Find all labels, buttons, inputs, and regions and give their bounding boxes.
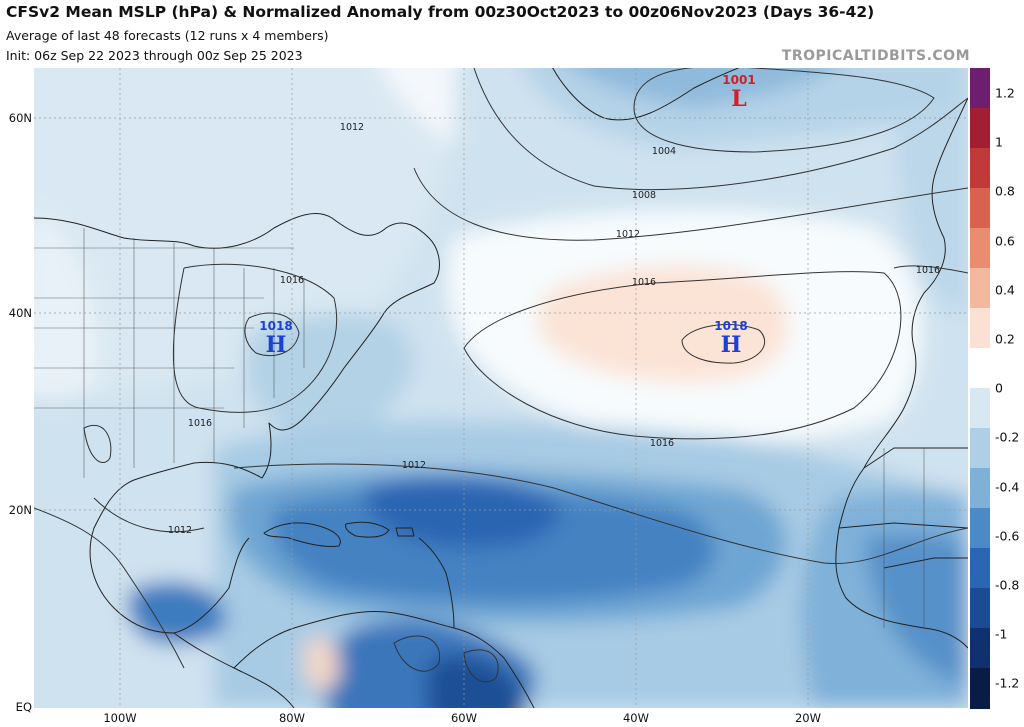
state-borders xyxy=(34,228,925,628)
contour-label: 1012 xyxy=(340,122,364,133)
contour-label: 1012 xyxy=(168,525,192,536)
isobars xyxy=(34,68,968,683)
colorbar-segment xyxy=(970,628,990,669)
contour-label: 1016 xyxy=(916,265,940,276)
high-center-marker-atlantic: H xyxy=(721,332,742,358)
contour-label: 1012 xyxy=(402,460,426,471)
colorbar-segment xyxy=(970,308,990,349)
colorbar-label: -0.6 xyxy=(995,528,1020,544)
isobar-mexico xyxy=(93,497,205,533)
map-canvas: 1004 1008 1012 1012 1016 1016 1012 1016 … xyxy=(34,68,968,708)
contour-label-group: 1004 1008 1012 1012 1016 1016 1012 1016 … xyxy=(168,122,940,536)
colorbar-label: 1 xyxy=(995,134,1003,150)
coastlines xyxy=(34,68,968,708)
colorbar-label: 0 xyxy=(995,380,1003,396)
anomaly-field xyxy=(34,68,968,708)
lat-label-eq: EQ xyxy=(15,700,32,714)
low-center-marker: L xyxy=(731,86,746,112)
colorbar-segment xyxy=(970,188,990,229)
lat-label-40n: 40N xyxy=(8,306,32,320)
colorbar-segment xyxy=(970,668,990,709)
colorbar-label: -0.4 xyxy=(995,479,1020,495)
colorbar-segment xyxy=(970,548,990,589)
colorbar-label: -0.2 xyxy=(995,429,1020,445)
colorbar-segment xyxy=(970,68,990,109)
colorbar-segment xyxy=(970,468,990,509)
isobar-1016-us xyxy=(172,263,338,413)
brand-watermark: TROPICALTIDBITS.COM xyxy=(781,48,970,64)
isobar-1018-atl xyxy=(681,324,766,364)
contour-label: 1016 xyxy=(188,418,212,429)
map-panel: 1004 1008 1012 1012 1016 1016 1012 1016 … xyxy=(34,68,968,708)
lon-label-60w: 60W xyxy=(450,711,478,725)
colorbar-label: 0.8 xyxy=(995,183,1015,199)
contour-label: 1012 xyxy=(616,229,640,240)
colorbar-label: -1 xyxy=(995,626,1008,642)
colorbar-label: -1.2 xyxy=(995,675,1020,691)
isobar-sa-1 xyxy=(393,635,441,672)
isobar-pacific xyxy=(34,507,185,669)
colorbar-label: 0.4 xyxy=(995,282,1015,298)
chart-title: CFSv2 Mean MSLP (hPa) & Normalized Anoma… xyxy=(6,3,875,21)
colorbar-segment xyxy=(970,428,990,469)
colorbar-label: 0.2 xyxy=(995,331,1015,347)
isobar-sa-2 xyxy=(463,649,499,683)
colorbar-label: 0.6 xyxy=(995,233,1015,249)
contour-label: 1016 xyxy=(650,438,674,449)
colorbar-segment xyxy=(970,348,990,389)
high-center-marker-us: H xyxy=(266,332,287,358)
high-center-value-atlantic: 1018 xyxy=(714,319,747,333)
isobar-1004 xyxy=(633,68,935,153)
lon-label-100w: 100W xyxy=(103,711,137,725)
pressure-centers: 1001 L 1018 H 1018 H xyxy=(259,73,755,358)
colorbar-segment xyxy=(970,588,990,629)
lon-label-20w: 20W xyxy=(794,711,822,725)
low-center-value: 1001 xyxy=(722,73,755,87)
lon-label-80w: 80W xyxy=(278,711,306,725)
chart-subtitle-average: Average of last 48 forecasts (12 runs x … xyxy=(6,28,329,43)
isobar-1012-north xyxy=(413,167,968,241)
isobar-gulf xyxy=(83,424,112,463)
colorbar-segment xyxy=(970,508,990,549)
colorbar-segment xyxy=(970,148,990,189)
colorbar xyxy=(970,68,990,709)
contour-label: 1016 xyxy=(632,277,656,288)
isobar-1016-europe xyxy=(893,265,968,274)
colorbar-segment xyxy=(970,108,990,149)
colorbar-segment xyxy=(970,268,990,309)
contour-label: 1008 xyxy=(632,190,656,201)
contour-label: 1004 xyxy=(652,146,676,157)
isobar-1012-south xyxy=(233,463,968,565)
lat-label-60n: 60N xyxy=(8,111,32,125)
colorbar-label: 1.2 xyxy=(995,85,1015,101)
chart-subtitle-init: Init: 06z Sep 22 2023 through 00z Sep 25… xyxy=(6,48,303,63)
colorbar-label: -0.8 xyxy=(995,577,1020,593)
high-center-value-us: 1018 xyxy=(259,319,292,333)
colorbar-segment xyxy=(970,228,990,269)
isobar-1008 xyxy=(473,68,968,191)
contour-label: 1016 xyxy=(280,275,304,286)
lat-label-20n: 20N xyxy=(8,503,32,517)
graticule xyxy=(34,68,968,708)
isobar-1016-outer xyxy=(463,271,902,440)
colorbar-segment xyxy=(970,388,990,429)
lon-label-40w: 40W xyxy=(622,711,650,725)
isobar-1018-us xyxy=(244,312,300,357)
